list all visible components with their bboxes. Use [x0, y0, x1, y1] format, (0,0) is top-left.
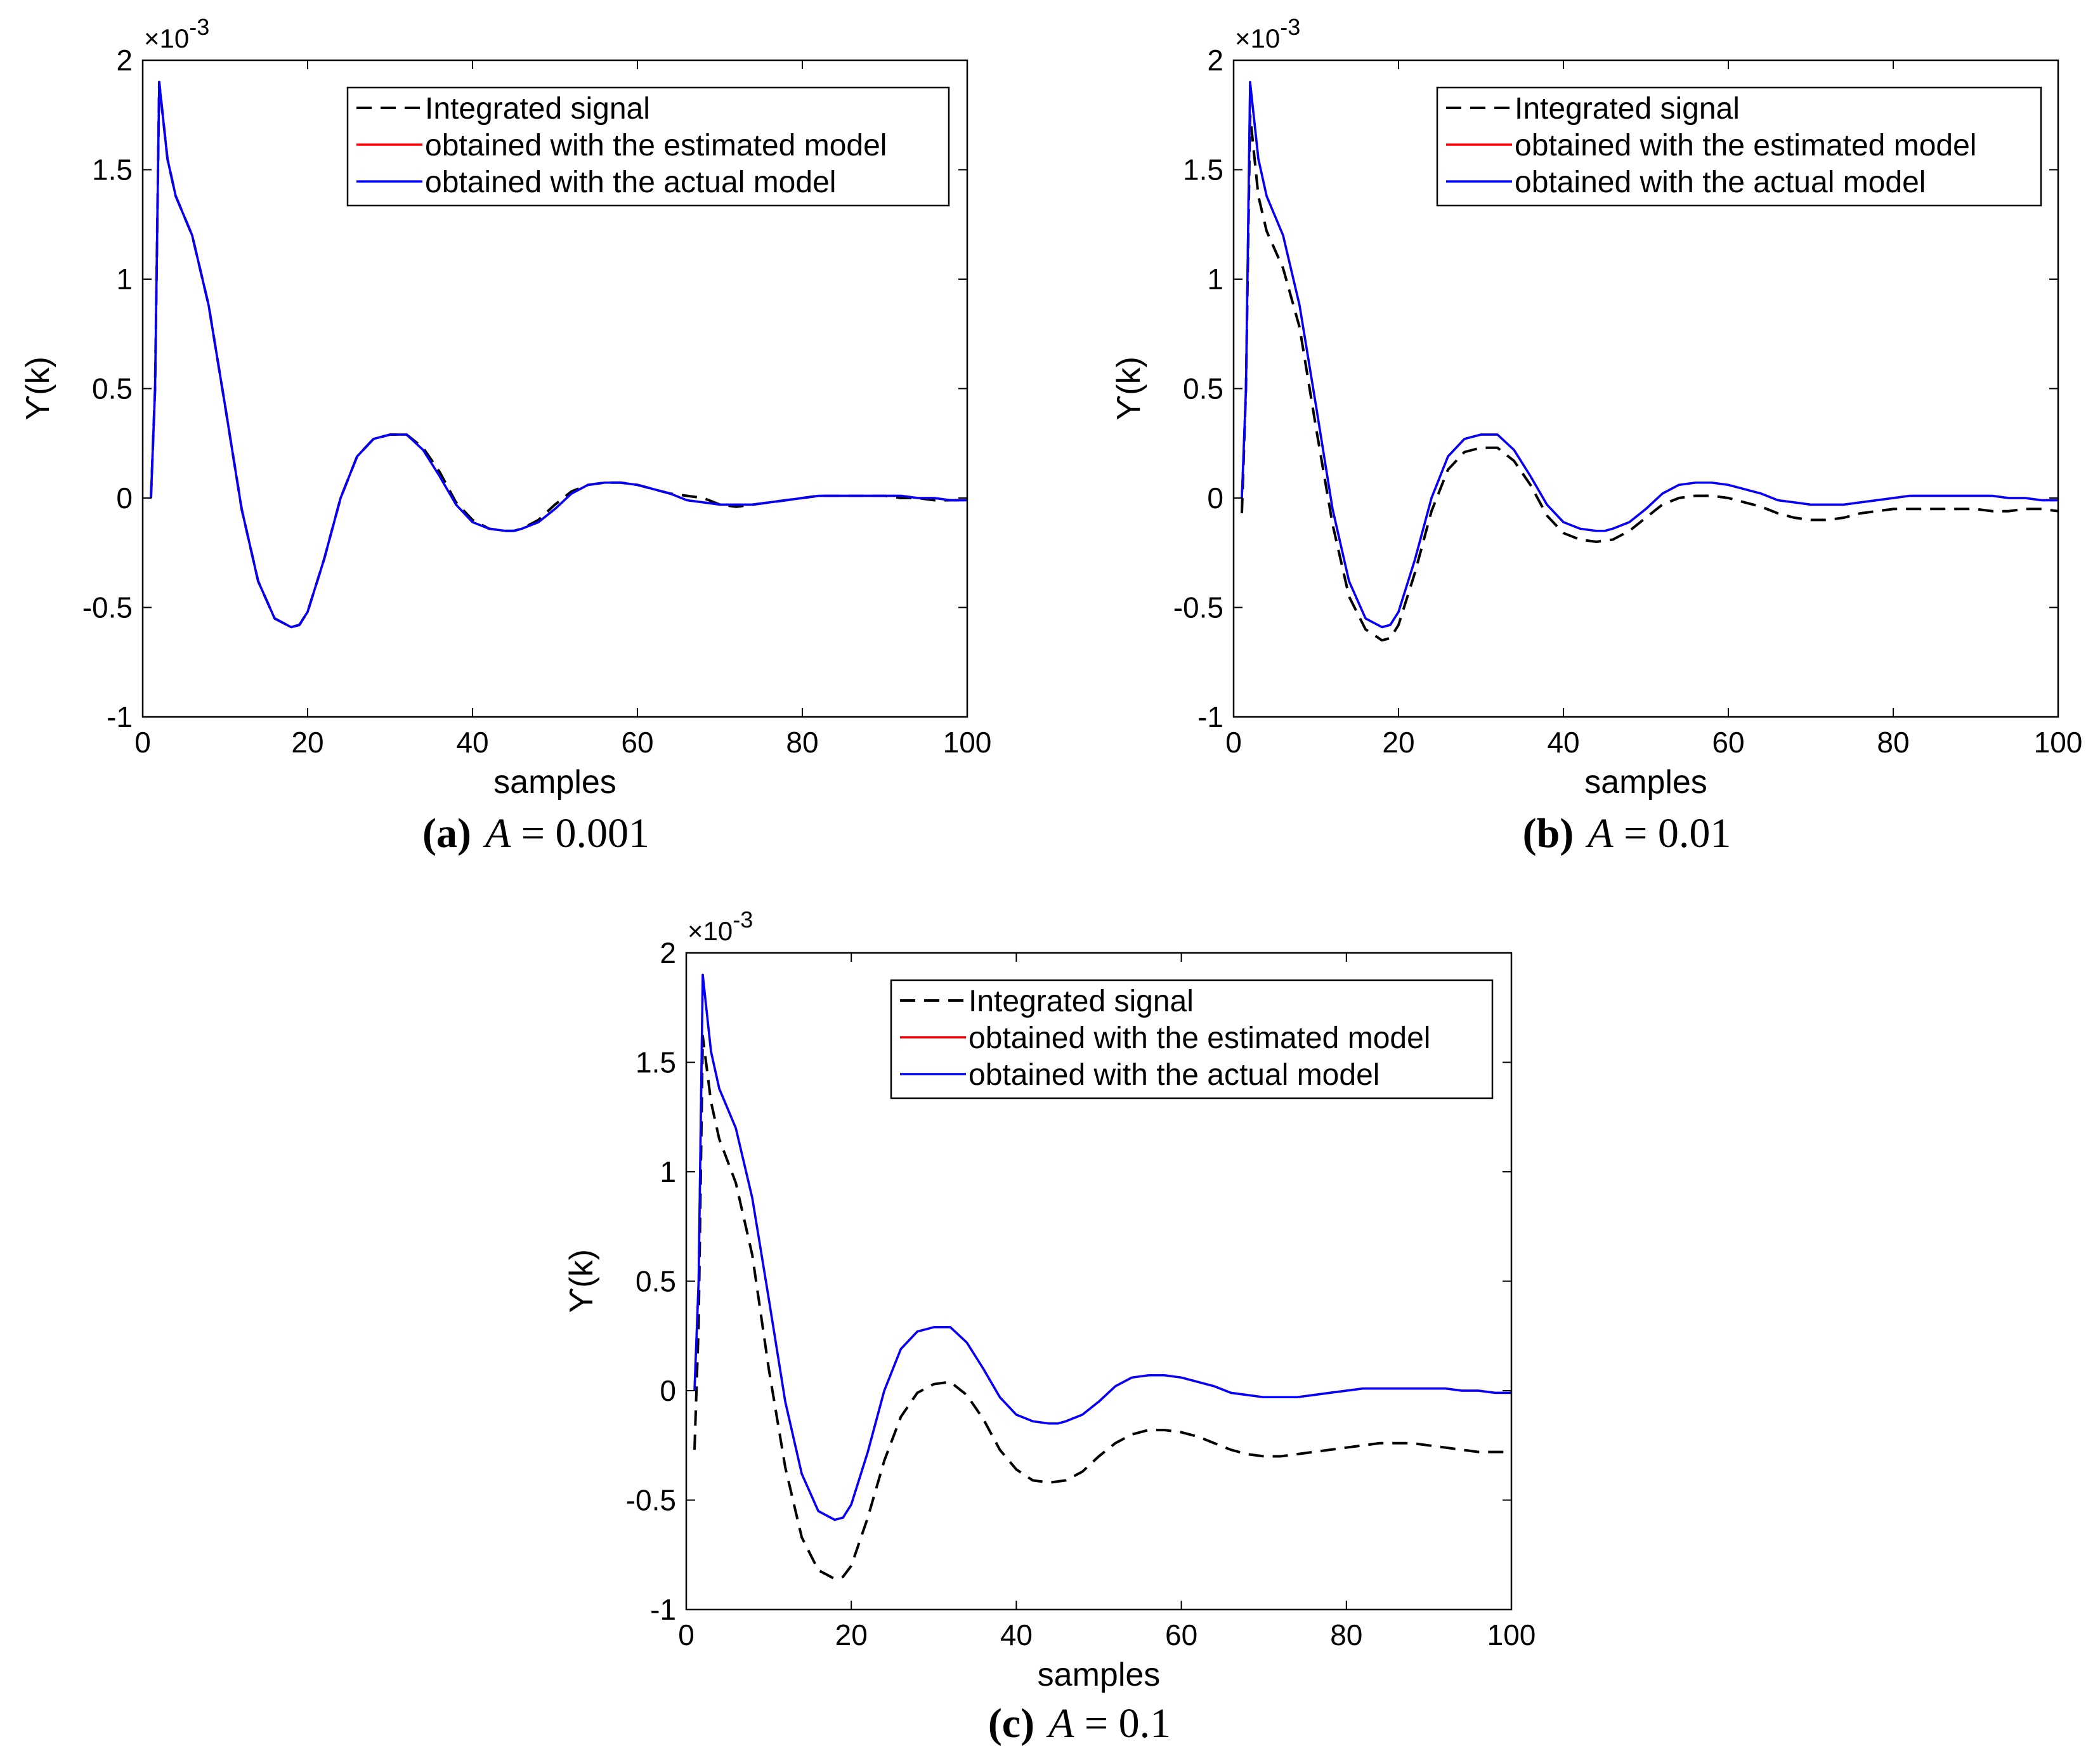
- series-line-integrated: [1241, 114, 2058, 642]
- y-tick-label: -0.5: [1173, 591, 1223, 624]
- y-exponent-label: ×10-3: [1235, 14, 1300, 53]
- exponent-multiplier: ×10: [144, 23, 189, 53]
- y-tick-label: -1: [650, 1593, 676, 1626]
- series-group: [693, 973, 1511, 1580]
- y-tick-label: 2: [660, 936, 676, 969]
- legend-box: [890, 979, 1494, 1099]
- legend-label: obtained with the actual model: [425, 166, 836, 199]
- x-tick-label: 60: [621, 726, 653, 759]
- legend-label: obtained with the actual model: [968, 1058, 1379, 1092]
- y-tick-label: 1.5: [636, 1046, 676, 1079]
- y-axis-label: ϒ(k): [20, 357, 56, 421]
- legend-box: [1436, 86, 2042, 207]
- y-tick-label: 1: [660, 1155, 676, 1188]
- x-tick-label: 100: [943, 726, 992, 759]
- caption-equation: = 0.1: [1074, 1700, 1171, 1747]
- x-tick-label: 80: [1877, 726, 1909, 759]
- x-tick-label: 20: [291, 726, 323, 759]
- chart-panel-b: 0 20 40 60 80 100 -1 -0.5 0 0.5 1 1.5 2 ×10-3 samples ϒ…: [1111, 14, 2082, 856]
- y-tick-label: -1: [1197, 700, 1223, 733]
- series-line-actual: [150, 81, 967, 629]
- legend-label: Integrated signal: [968, 985, 1194, 1018]
- y-exponent-label: ×10-3: [144, 14, 209, 53]
- exponent-power: -3: [733, 907, 753, 933]
- x-tick-label: 0: [678, 1618, 695, 1651]
- legend-label: obtained with the actual model: [1515, 166, 1926, 199]
- x-tick-label: 60: [1165, 1618, 1197, 1651]
- caption-variable: A: [483, 810, 511, 856]
- x-tick-label: 100: [1487, 1618, 1536, 1651]
- series-group: [150, 81, 967, 629]
- y-tick-label: 0.5: [1183, 372, 1223, 405]
- panel-caption: (b) A = 0.01: [1523, 810, 1732, 856]
- caption-panel-letter: (a): [422, 810, 471, 856]
- axes-box: [685, 952, 1513, 1611]
- y-tick-label: 1.5: [92, 154, 133, 187]
- y-axis-label: ϒ(k): [1111, 357, 1147, 421]
- x-axis-label: samples: [1038, 1656, 1161, 1693]
- y-exponent-label: ×10-3: [688, 907, 753, 946]
- series-group: [1241, 81, 2058, 642]
- y-tick-label: 0: [1207, 482, 1223, 515]
- exponent-power: -3: [189, 14, 209, 40]
- caption-variable: A: [1585, 810, 1614, 856]
- chart-panel-c: 0 20 40 60 80 100 -1 -0.5 0 0.5 1 1.5 2 ×10-3 samples ϒ…: [563, 907, 1536, 1747]
- y-axis-label: ϒ(k): [563, 1249, 600, 1313]
- chart-panel-a: 0 20 40 60 80 100 -1 -0.5 0 0.5 1 1.5 2 ×10-3 samples ϒ…: [20, 14, 991, 856]
- y-tick-label: 2: [116, 44, 133, 77]
- y-tick-label: 0.5: [92, 372, 133, 405]
- x-axis-label: samples: [1584, 764, 1707, 801]
- axes-box: [1232, 59, 2059, 718]
- legend-label: obtained with the estimated model: [968, 1021, 1430, 1055]
- x-tick-label: 40: [456, 726, 488, 759]
- legend-label: obtained with the estimated model: [425, 129, 887, 162]
- y-tick-label: -0.5: [626, 1484, 676, 1517]
- x-tick-label: 40: [1000, 1618, 1033, 1651]
- legend-label: Integrated signal: [1515, 92, 1740, 126]
- y-tick-label: 0: [660, 1374, 676, 1407]
- caption-panel-letter: (c): [988, 1700, 1034, 1747]
- legend-box: [346, 86, 950, 207]
- panel-caption: (c) A = 0.1: [988, 1700, 1171, 1747]
- x-tick-label: 20: [1382, 726, 1414, 759]
- x-tick-label: 60: [1712, 726, 1744, 759]
- x-tick-label: 100: [2034, 726, 2083, 759]
- y-tick-label: 0.5: [636, 1265, 676, 1298]
- y-tick-label: 1.5: [1183, 154, 1223, 187]
- exponent-multiplier: ×10: [1235, 23, 1280, 53]
- legend-label: Integrated signal: [425, 92, 650, 126]
- x-tick-label: 80: [1330, 1618, 1362, 1651]
- x-axis-label: samples: [493, 764, 616, 801]
- series-line-actual: [693, 973, 1511, 1521]
- y-tick-label: -0.5: [82, 591, 133, 624]
- y-tick-label: 1: [116, 263, 133, 296]
- panel-caption: (a) A = 0.001: [422, 810, 649, 856]
- y-tick-label: -1: [107, 700, 133, 733]
- x-tick-label: 0: [134, 726, 151, 759]
- legend-label: obtained with the estimated model: [1515, 129, 1976, 162]
- x-tick-label: 0: [1225, 726, 1242, 759]
- exponent-multiplier: ×10: [688, 916, 733, 946]
- exponent-power: -3: [1280, 14, 1300, 40]
- series-line-actual: [1241, 81, 2058, 629]
- y-tick-label: 1: [1207, 263, 1223, 296]
- y-tick-label: 0: [116, 482, 133, 515]
- caption-equation: = 0.01: [1614, 810, 1732, 856]
- caption-panel-letter: (b): [1523, 810, 1574, 856]
- caption-equation: = 0.001: [511, 810, 649, 856]
- axes-box: [141, 59, 968, 718]
- caption-variable: A: [1046, 1700, 1074, 1747]
- x-tick-label: 40: [1547, 726, 1579, 759]
- x-tick-label: 20: [835, 1618, 868, 1651]
- y-tick-label: 2: [1207, 44, 1223, 77]
- x-tick-label: 80: [786, 726, 818, 759]
